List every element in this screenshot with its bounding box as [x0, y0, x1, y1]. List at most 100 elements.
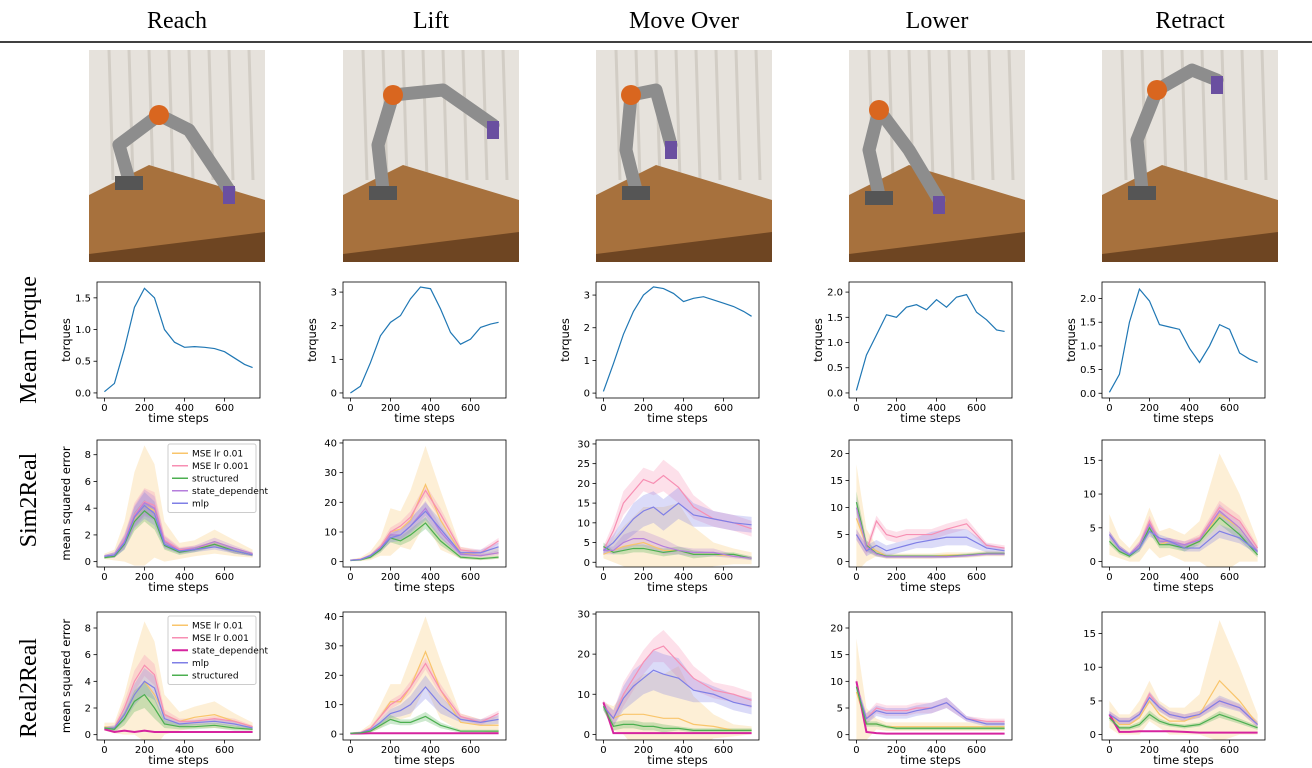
- x-tick-label: 600: [967, 572, 986, 583]
- y-tick-label: 0: [85, 730, 91, 741]
- legend: MSE lr 0.01 MSE lr 0.001 structured state_d…: [167, 443, 268, 513]
- plot-area: [855, 464, 1005, 567]
- y-tick-label: 0.0: [827, 388, 843, 399]
- robot-joint: [869, 100, 889, 120]
- x-tick-label: 400: [175, 572, 194, 583]
- line: [855, 507, 1005, 558]
- legend-label: MSE lr 0.001: [192, 462, 249, 472]
- error-band: [350, 616, 499, 735]
- x-tick-label: 200: [1140, 745, 1159, 756]
- photo: [343, 49, 519, 262]
- photo-table-edge: [849, 232, 1025, 262]
- error-band: [104, 445, 253, 566]
- curtain-fold: [247, 49, 255, 181]
- plot-area: [350, 286, 499, 394]
- error-band: [603, 702, 752, 733]
- curtain-fold: [734, 49, 742, 181]
- line: [603, 502, 752, 551]
- robot-joint: [149, 105, 169, 125]
- error-band: [856, 681, 1005, 724]
- x-axis-label: time steps: [394, 580, 455, 594]
- y-tick-label: 0: [584, 389, 590, 400]
- legend-label: MSE lr 0.01: [192, 449, 243, 459]
- y-tick-label: 1.0: [1080, 341, 1096, 352]
- x-tick-label: 400: [175, 403, 194, 414]
- row-label: Real2Real: [16, 638, 42, 738]
- error-band: [350, 712, 499, 734]
- y-tick-label: 5: [837, 530, 843, 541]
- curtain-fold: [887, 49, 895, 181]
- line: [1108, 287, 1258, 393]
- y-tick-label: 10: [577, 690, 590, 701]
- x-tick-label: 200: [135, 403, 154, 414]
- y-tick-label: 30: [324, 641, 337, 652]
- x-tick-label: 400: [674, 745, 693, 756]
- line: [104, 510, 253, 559]
- chart: 0 200 400 600 0 2 4 6 8 time steps mean squared er…: [59, 439, 268, 594]
- y-axis-label: torques: [1064, 318, 1078, 362]
- x-axis-label: time steps: [394, 753, 455, 767]
- x-tick-label: 0: [600, 572, 606, 583]
- plot-area: [104, 287, 253, 393]
- y-tick-label: 8: [85, 624, 91, 635]
- x-tick-label: 600: [215, 745, 234, 756]
- curtain-fold: [1240, 49, 1248, 181]
- y-tick-label: 5: [837, 704, 843, 715]
- legend-label: mlp: [192, 499, 209, 509]
- y-tick-label: 10: [1083, 663, 1096, 674]
- line: [1108, 713, 1258, 734]
- line: [350, 286, 499, 394]
- photo: [89, 49, 265, 262]
- line: [104, 680, 253, 729]
- axes-frame: [595, 281, 760, 399]
- x-tick-label: 0: [600, 403, 606, 414]
- axes-frame: [848, 439, 1013, 568]
- curtain-fold: [947, 49, 955, 181]
- error-band: [856, 681, 1005, 727]
- chart: 0 200 400 600 0 5 10 15 time steps: [1083, 611, 1266, 767]
- x-axis-label: time steps: [647, 753, 708, 767]
- y-tick-label: 40: [324, 612, 337, 623]
- plot-area: [350, 616, 499, 735]
- curtain-fold: [674, 49, 682, 181]
- photo: [596, 49, 772, 262]
- column-header: Move Over: [629, 8, 739, 34]
- curtain-fold: [501, 49, 509, 181]
- x-tick-label: 400: [421, 745, 440, 756]
- error-band: [350, 445, 499, 562]
- line: [1108, 530, 1258, 556]
- y-tick-label: 10: [830, 677, 843, 688]
- y-tick-label: 20: [830, 449, 843, 460]
- photo-table-edge: [596, 232, 772, 262]
- y-tick-label: 0: [584, 730, 590, 741]
- y-tick-label: 0: [1090, 557, 1096, 568]
- x-tick-label: 0: [853, 572, 859, 583]
- error-band: [1109, 453, 1258, 567]
- x-tick-label: 600: [461, 403, 480, 414]
- error-band: [104, 621, 253, 740]
- y-tick-label: 30: [577, 439, 590, 450]
- axes-frame: [96, 281, 261, 399]
- x-tick-label: 0: [101, 572, 107, 583]
- line: [104, 504, 253, 557]
- curtain-fold: [187, 49, 195, 181]
- chart: 0 200 400 600 0 5 10 15 20 25 30 time steps: [577, 439, 760, 594]
- robot-joint: [383, 85, 403, 105]
- error-band: [603, 503, 752, 567]
- axes-frame: [96, 439, 261, 568]
- axes-frame: [342, 439, 507, 568]
- x-tick-label: 0: [600, 745, 606, 756]
- y-tick-label: 15: [830, 476, 843, 487]
- axes-frame: [1101, 611, 1266, 741]
- x-tick-label: 600: [461, 572, 480, 583]
- y-tick-label: 0.0: [75, 388, 91, 399]
- line: [855, 534, 1005, 552]
- x-tick-label: 200: [381, 572, 400, 583]
- y-tick-label: 3: [331, 288, 337, 299]
- y-axis-label: torques: [59, 318, 73, 362]
- legend-label: state_dependent: [192, 646, 268, 656]
- plot-area: [1108, 453, 1259, 567]
- y-tick-label: 5: [584, 538, 590, 549]
- x-tick-label: 400: [1180, 572, 1199, 583]
